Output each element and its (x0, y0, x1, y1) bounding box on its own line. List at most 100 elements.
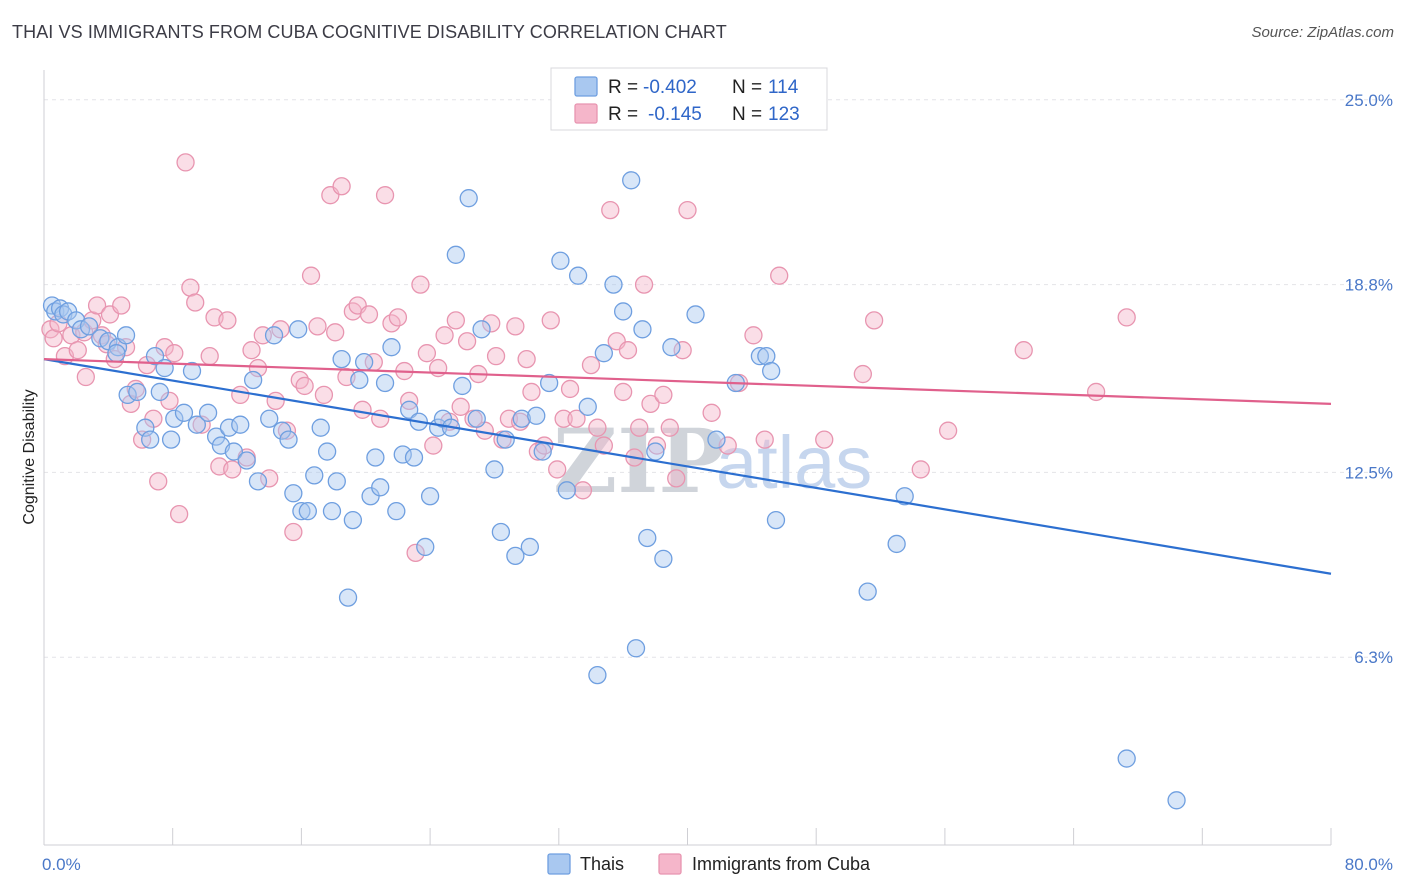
cuba-point (560, 379, 580, 399)
series-immigrants-from-cuba (41, 153, 1136, 563)
cuba-point (554, 409, 573, 428)
thai-point (272, 421, 292, 440)
thai-point (638, 528, 657, 548)
thai-point (1167, 791, 1186, 810)
cuba-point (654, 385, 673, 405)
thai-point (311, 418, 330, 437)
thai-point (150, 382, 169, 402)
thai-point (512, 409, 531, 428)
thai-point (79, 317, 99, 336)
cuba-point (548, 460, 567, 479)
thai-point (588, 665, 607, 685)
thai-point (887, 534, 906, 554)
thai-point (116, 326, 136, 345)
thai-point (128, 382, 147, 402)
thai-point (520, 537, 539, 557)
thai-point (224, 442, 243, 461)
legend-swatch-cuba-bottom (658, 853, 682, 875)
cuba-point (248, 358, 268, 378)
legend-label-thais: Thais (580, 854, 624, 874)
cuba-point (424, 436, 443, 455)
cuba-point (614, 382, 633, 402)
thai-point (446, 245, 465, 264)
cuba-point (482, 314, 501, 333)
cuba-point (573, 481, 593, 500)
cuba-point (406, 543, 425, 563)
legend-label-cuba: Immigrants from Cuba (692, 854, 871, 874)
cuba-point (375, 186, 395, 205)
thai-point (662, 338, 681, 357)
cuba-point (702, 403, 721, 422)
cuba-point (938, 421, 958, 440)
cuba-point (446, 311, 465, 330)
thai-point (633, 320, 652, 339)
thai-point (354, 352, 374, 372)
thai-point (237, 451, 256, 470)
thai-point (187, 415, 206, 434)
thai-point (485, 460, 504, 479)
cuba-point (169, 504, 189, 524)
thai-point (467, 409, 486, 428)
cuba-point (517, 349, 536, 369)
cuba-point (618, 341, 638, 360)
cuba-point (301, 266, 321, 285)
y-axis-title: Cognitive Disability (21, 389, 38, 524)
cuba-point (594, 436, 613, 455)
cuba-point (149, 472, 168, 491)
thai-point (165, 409, 184, 428)
thai-point (198, 403, 218, 422)
cuba-point (218, 311, 237, 330)
thai-point (400, 400, 419, 419)
cuba-point (864, 311, 884, 330)
cuba-point (417, 344, 437, 363)
thai-point (264, 326, 284, 345)
y-tick-label: 6.3% (1354, 648, 1393, 667)
legend-n-value-thais: 114 (768, 77, 799, 98)
cuba-point (388, 308, 408, 327)
thai-point (750, 347, 770, 366)
thai-point (366, 448, 385, 467)
cuba-point (718, 436, 737, 455)
x-tick-label: 0.0% (42, 855, 81, 874)
cuba-point (815, 430, 834, 449)
thai-point (305, 466, 324, 485)
thai-point (317, 442, 337, 461)
cuba-point (49, 314, 68, 333)
cuba-point (371, 409, 390, 428)
thai-point (533, 442, 552, 461)
thai-point (622, 171, 641, 190)
legend-swatch-cuba (574, 103, 598, 124)
thai-point (472, 320, 491, 339)
cuba-point (266, 391, 285, 411)
thai-point (762, 361, 781, 381)
legend-r-value-thais: -0.402 (643, 77, 697, 98)
thai-point (141, 430, 160, 449)
legend-n-label-thais: N = (732, 77, 762, 98)
cuba-point (770, 266, 789, 285)
thai-point (420, 487, 440, 506)
thai-point (393, 445, 412, 464)
thai-point (496, 430, 515, 449)
thai-point (145, 347, 165, 366)
thai-point (491, 522, 511, 542)
thai-point (578, 397, 597, 416)
source-label: Source: ZipAtlas.com (1251, 24, 1394, 41)
legend-r-label-thais: R = (608, 77, 638, 98)
cuba-point (511, 412, 530, 431)
thai-point (375, 373, 395, 393)
thai-point (594, 344, 613, 363)
thai-point (371, 478, 390, 497)
thai-point (604, 275, 623, 294)
thai-point (527, 406, 546, 425)
y-tick-label: 12.5% (1345, 463, 1393, 482)
thai-point (766, 510, 786, 530)
watermark-atlas: atlas (716, 421, 872, 504)
cuba-point (242, 341, 261, 360)
thai-point (895, 487, 914, 506)
series-thais (42, 171, 1186, 810)
cuba-point (326, 323, 345, 342)
correlation-legend: R = -0.402 N = 114 R = -0.145 N = 123 (550, 67, 828, 131)
thai-point (646, 442, 665, 461)
legend-n-label-cuba: N = (732, 104, 762, 125)
cuba-point (295, 376, 314, 396)
